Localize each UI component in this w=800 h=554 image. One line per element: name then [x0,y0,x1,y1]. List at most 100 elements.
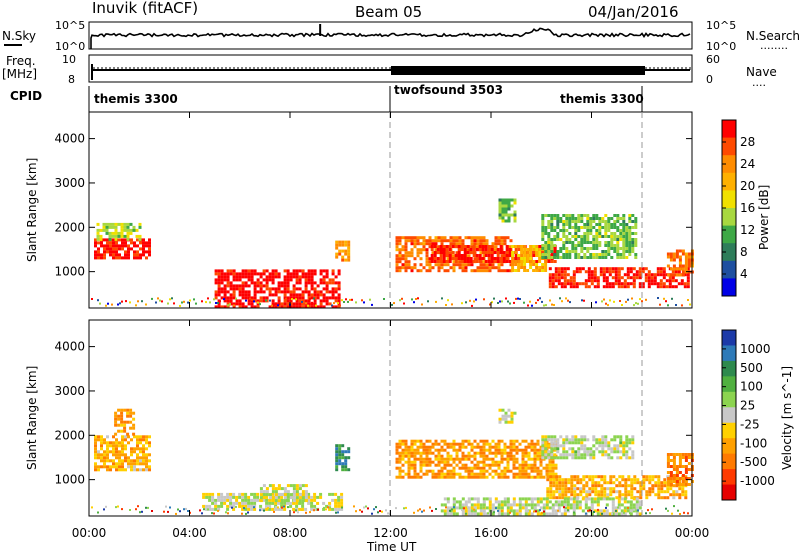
heatmap-cell [268,493,272,497]
heatmap-cell [556,256,560,259]
heatmap-cell [109,253,112,257]
heatmap-cell [628,244,632,247]
heatmap-cell [123,426,127,430]
heatmap-cell [463,257,467,260]
heatmap-cell [572,273,576,277]
heatmap-cell [458,239,462,243]
heatmap-cell [476,451,480,455]
heatmap-cell [666,477,670,480]
heatmap-cell [440,466,444,470]
heatmap-cell [304,507,308,511]
heatmap-cell [667,509,669,512]
heatmap-cell [519,298,521,300]
heatmap-cell [549,299,551,302]
heatmap-cell [660,487,664,491]
heatmap-cell [521,454,525,458]
heatmap-cell [446,469,450,473]
heatmap-cell [520,257,524,260]
heatmap-cell [451,251,455,254]
heatmap-cell [395,442,399,446]
heatmap-cell [508,254,512,257]
heatmap-cell [126,225,130,229]
heatmap-cell [557,279,561,283]
heatmap-cell [443,236,447,240]
heatmap-cell [524,512,528,516]
heatmap-cell [551,506,555,510]
heatmap-cell [517,254,521,257]
heatmap-cell [344,450,348,454]
heatmap-cell [253,290,257,294]
heatmap-cell [441,297,443,300]
heatmap-cell [595,238,599,241]
heatmap-cell [334,287,338,291]
heatmap-cell [666,273,670,277]
heatmap-cell [558,481,562,485]
heatmap-cell [632,285,636,289]
heatmap-cell [301,484,305,488]
heatmap-cell [510,417,514,421]
heatmap-cell [491,457,495,461]
heatmap-cell [473,503,477,507]
heatmap-cell [476,472,480,476]
heatmap-cell [94,456,97,460]
heatmap-cell [571,247,575,250]
heatmap-cell [554,500,558,504]
heatmap-cell [562,223,566,226]
heatmap-cell [428,460,432,464]
heatmap-cell [434,239,438,243]
heatmap-cell [455,263,459,267]
heatmap-cell [605,506,607,509]
heatmap-cell [574,453,578,457]
heatmap-cell [549,490,553,494]
heatmap-cell [666,483,670,486]
heatmap-cell [494,242,498,246]
heatmap-cell [536,503,540,507]
nsky-left-tick-bottom: 10^0 [55,40,85,53]
heatmap-cell [619,456,623,460]
heatmap-cell [553,441,557,445]
heatmap-cell [574,435,578,439]
heatmap-cell [449,472,453,476]
heatmap-cell [271,305,275,309]
heatmap-cell [574,226,578,229]
heatmap-cell [592,238,596,241]
heatmap-cell [562,247,566,250]
heatmap-cell [385,509,387,512]
heatmap-cell [574,238,578,241]
heatmap-cell [111,234,115,238]
heatmap-cell [544,256,548,259]
heatmap-cell [554,285,558,289]
heatmap-cell [461,509,463,511]
heatmap-cell [503,236,507,240]
heatmap-cell [666,462,670,465]
heatmap-cell [121,444,124,448]
heatmap-cell [628,241,632,244]
heatmap-cell [94,453,97,457]
heatmap-cell [304,287,308,291]
heatmap-cell [404,472,408,476]
heatmap-cell [620,282,624,286]
heatmap-cell [253,281,257,285]
heatmap-cell [605,279,609,283]
heatmap-cell [598,444,602,448]
heatmap-cell [634,220,638,223]
heatmap-cell [501,201,505,205]
heatmap-cell [529,245,533,248]
heatmap-cell [259,299,263,303]
heatmap-cell [610,217,614,220]
heatmap-cell [650,273,654,277]
heatmap-cell [338,462,342,466]
heatmap-cell [669,459,673,462]
heatmap-cell [442,248,446,251]
heatmap-cell [334,281,338,285]
heatmap-cell [623,279,627,283]
heatmap-cell [271,487,275,491]
heatmap-cell [494,469,498,473]
heatmap-cell [674,270,678,274]
heatmap-cell [514,251,518,254]
heatmap-cell [473,463,477,467]
heatmap-cell [229,495,233,499]
heatmap-cell [307,501,311,505]
heatmap-cell [410,466,414,470]
heatmap-cell [211,507,215,511]
